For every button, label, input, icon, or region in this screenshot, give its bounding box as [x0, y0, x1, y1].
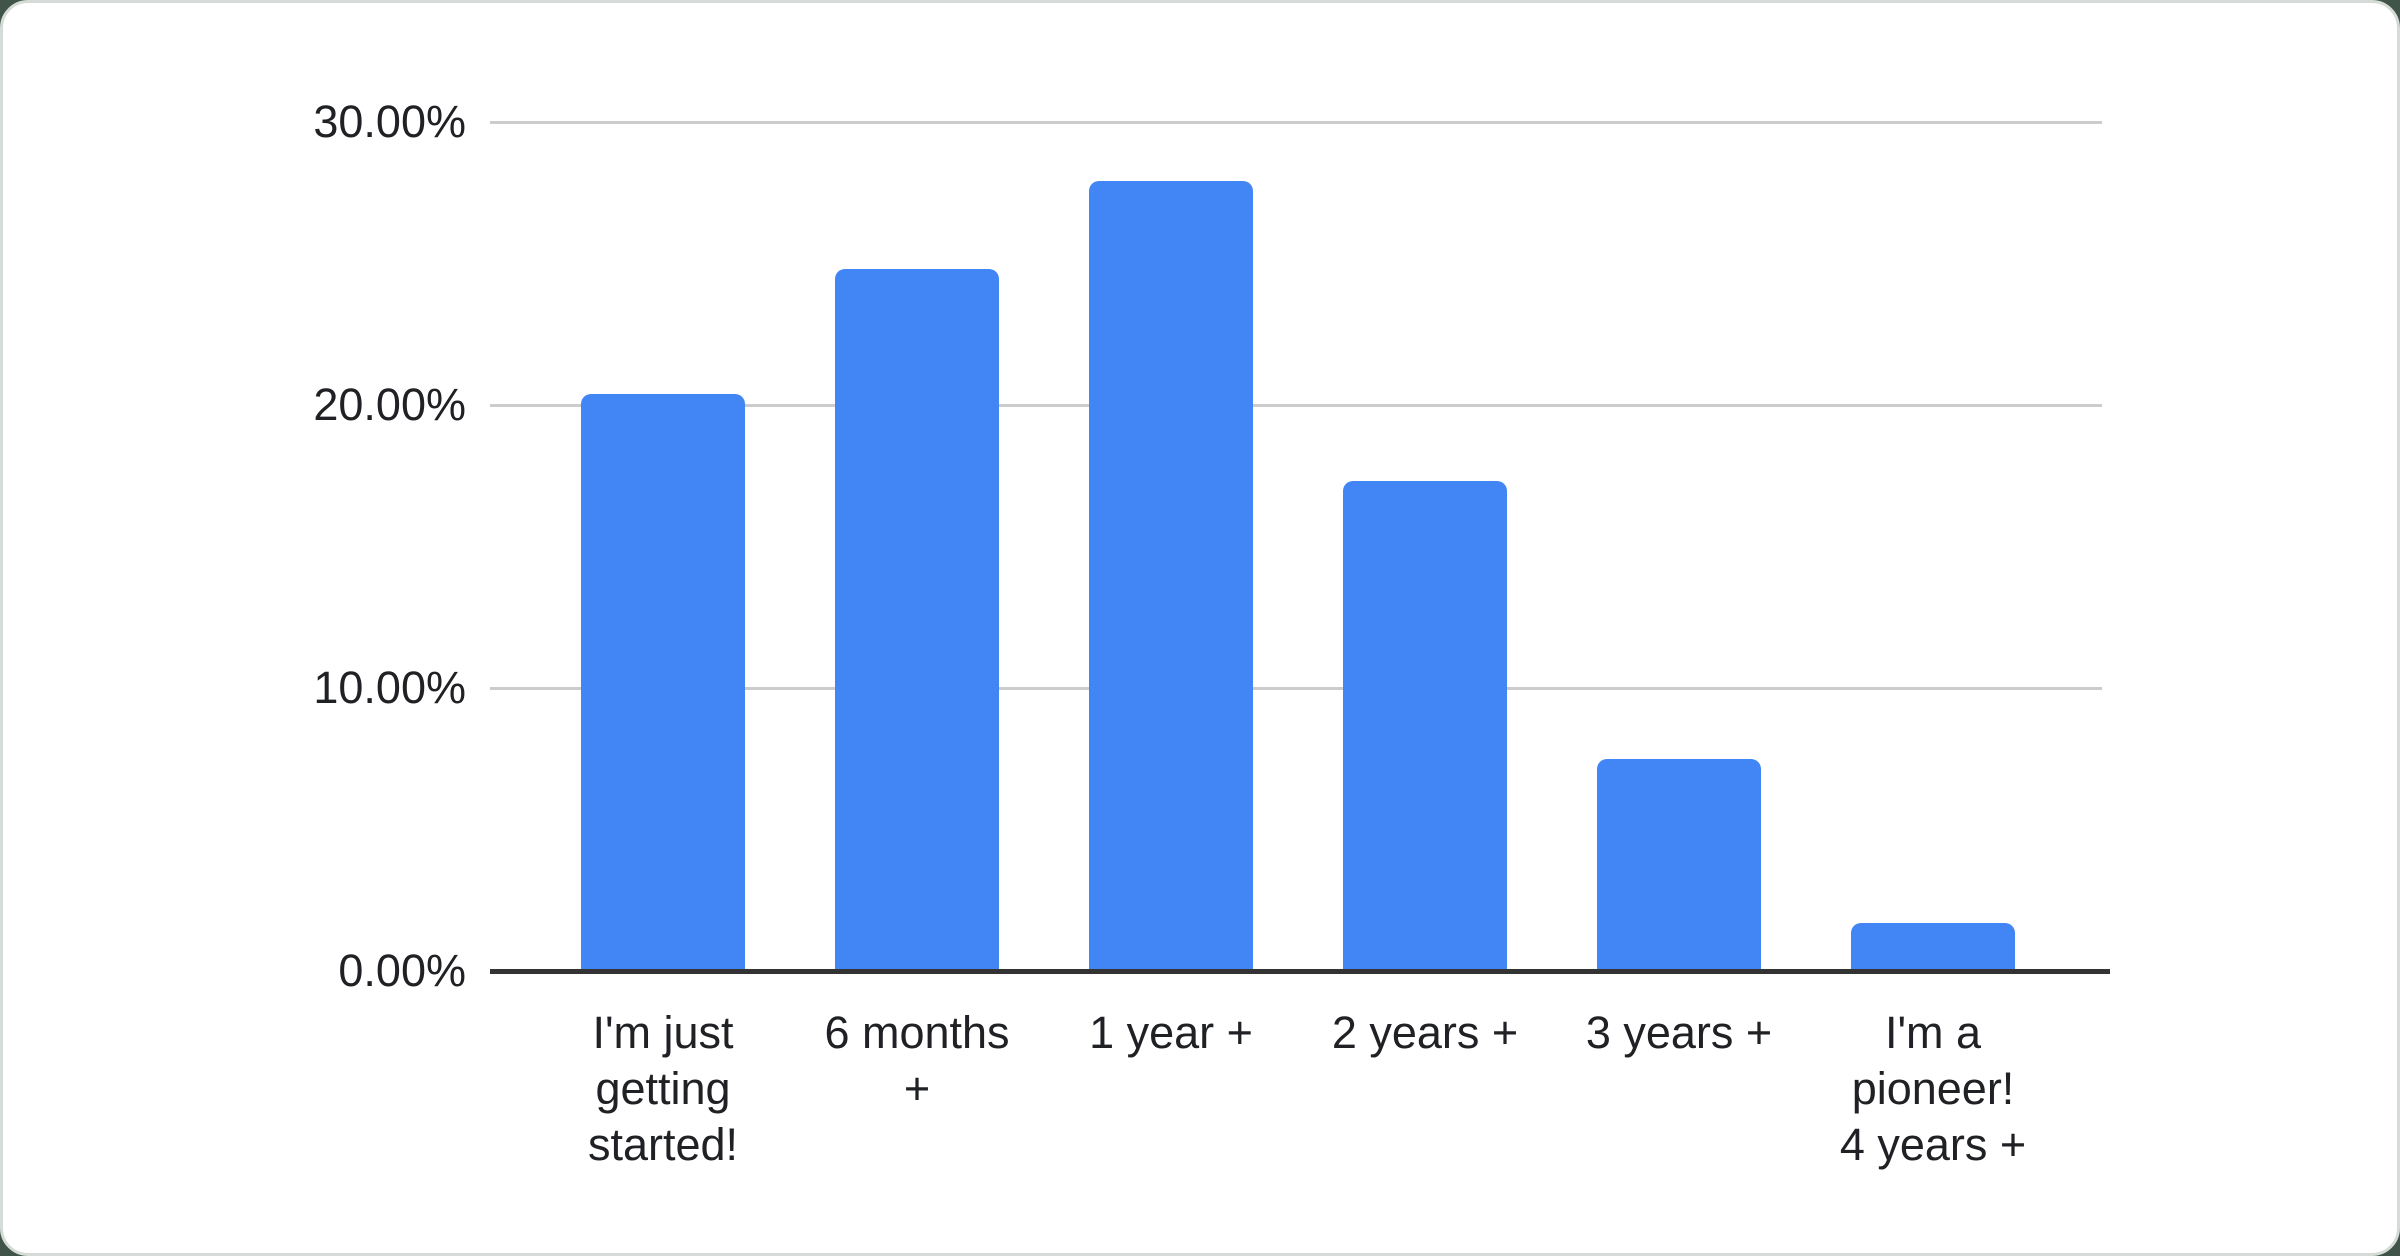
x-axis-category-label: I'm a pioneer! 4 years +	[1839, 1007, 2027, 1170]
y-axis-tick-label: 10.00%	[313, 662, 466, 713]
bar-6[interactable]	[1851, 923, 2015, 971]
gridline	[490, 121, 2102, 124]
bar-2[interactable]	[835, 269, 999, 971]
bar-chart: 0.00% 10.00% 20.00% 30.00% I'm just getting …	[3, 3, 2397, 1253]
y-axis-tick-label: 0.00%	[338, 945, 466, 996]
x-axis-category-label: 1 year +	[1089, 1007, 1253, 1058]
y-axis-tick-label: 30.00%	[313, 96, 466, 147]
y-axis-tick-label: 20.00%	[313, 379, 466, 430]
x-axis-category-label: 3 years +	[1585, 1007, 1773, 1058]
x-axis-line	[490, 969, 2110, 974]
bar-5[interactable]	[1597, 759, 1761, 971]
bar-4[interactable]	[1343, 481, 1507, 971]
x-axis-category-label: 6 months +	[824, 1007, 1010, 1114]
gridline	[490, 404, 2102, 407]
gridline	[490, 687, 2102, 690]
x-axis-category-label: I'm just getting started!	[587, 1007, 739, 1170]
x-axis-category-label: 2 years +	[1331, 1007, 1519, 1058]
bar-1[interactable]	[581, 394, 745, 971]
bar-3[interactable]	[1089, 181, 1253, 971]
